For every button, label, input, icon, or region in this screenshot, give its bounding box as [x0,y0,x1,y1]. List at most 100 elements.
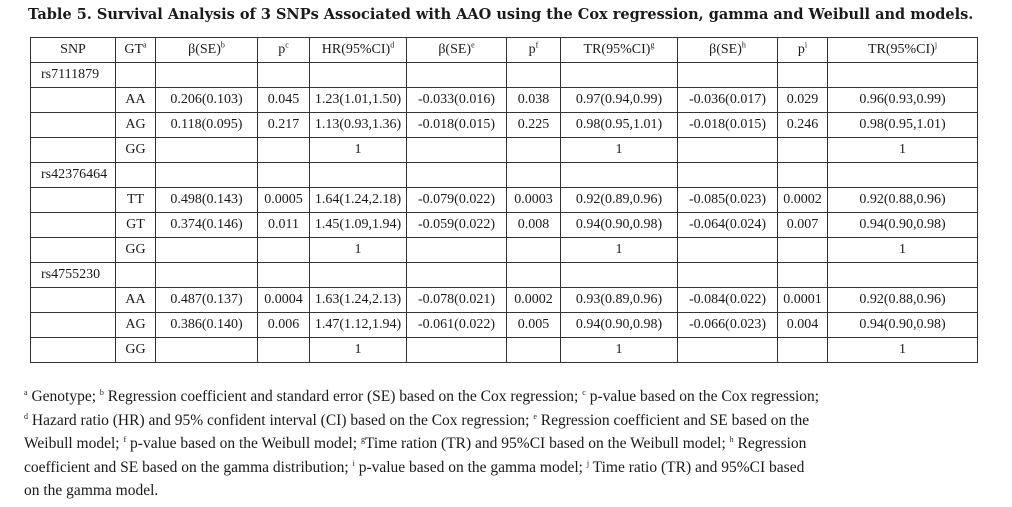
footnote-marker: d [390,40,395,50]
table-cell [677,137,778,163]
table-cell: 0.93(0.89,0.96) [560,287,678,313]
table-cell: 0.217 [257,112,310,138]
footnote-text: Genotype; [27,388,100,405]
footnote-line: Weibull model; f p-value based on the We… [24,432,990,456]
empty-cell [115,62,156,88]
table-cell: -0.018(0.015) [677,112,778,138]
table-cell: 1.45(1.09,1.94) [309,212,407,238]
empty-cell [155,62,258,88]
empty-cell [506,162,561,188]
column-header-label: TR(95%CI) [867,42,935,57]
genotype-cell: GG [115,137,156,163]
table-cell: 0.94(0.90,0.98) [827,212,978,238]
table-cell: 0.498(0.143) [155,187,258,213]
empty-cell [30,337,116,363]
table-cell: 1 [309,137,407,163]
table-cell [406,137,507,163]
table-cell: -0.061(0.022) [406,312,507,338]
empty-cell [30,112,116,138]
table-cell [777,137,828,163]
footnote-text: Time ration (TR) and 95%CI based on the … [364,435,730,452]
footnote-marker: a [143,40,147,50]
column-header-label: TR(95%CI) [583,42,651,57]
footnote-marker: h [741,40,746,50]
empty-cell [30,187,116,213]
empty-cell [257,262,310,288]
empty-cell [257,162,310,188]
table-cell: 0.94(0.90,0.98) [827,312,978,338]
snp-label: rs42376464 [30,162,116,188]
table-cell: 0.92(0.88,0.96) [827,187,978,213]
table-row: GG 1 1 1 [30,337,978,363]
footnote-marker: f [123,434,127,444]
empty-cell [827,162,978,188]
table-cell: 0.0004 [257,287,310,313]
empty-cell [406,62,507,88]
footnote-text: coefficient and SE based on the gamma di… [24,458,353,476]
table-cell: 1 [560,237,678,263]
table-cell: 0.92(0.88,0.96) [827,287,978,313]
empty-cell [406,262,507,288]
footnote-text: Regression coefficient and SE based on t… [536,411,810,429]
table-cell: -0.078(0.021) [406,287,507,313]
footnote-line: coefficient and SE based on the gamma di… [24,456,990,480]
column-header-label: β(SE) [188,42,221,57]
footnote-line: on the gamma model. [24,479,990,503]
empty-cell [30,237,116,263]
table-cell: 1 [560,137,678,163]
genotype-cell: GG [115,337,156,363]
footnote-text: Regression coefficient and standard erro… [103,388,583,405]
footnote-marker: f [535,40,539,50]
table-cell: -0.059(0.022) [406,212,507,238]
column-header: β(SE)e [406,37,507,63]
footnote-text: Time ratio (TR) and 95%CI based [589,458,805,476]
table-cell: 0.004 [777,312,828,338]
empty-cell [506,62,561,88]
genotype-cell: TT [115,187,156,213]
empty-cell [115,162,156,188]
table-row: AG 0.386(0.140) 0.006 1.47(1.12,1.94) -0.061… [30,312,978,338]
column-header-label: β(SE) [709,42,742,57]
footnote-text: on the gamma model. [24,482,159,499]
table-cell: 0.0005 [257,187,310,213]
column-header-label: HR(95%CI) [321,42,391,57]
empty-cell [777,162,828,188]
empty-cell [677,62,778,88]
table-cell: 0.98(0.95,1.01) [560,112,678,138]
table-cell: -0.033(0.016) [406,87,507,113]
column-header: β(SE)b [155,37,258,63]
empty-cell [30,312,116,338]
column-header-label: β(SE) [438,42,472,57]
table-cell: 0.94(0.90,0.98) [560,312,678,338]
genotype-cell: GT [115,212,156,238]
table-cell: 1 [827,337,978,363]
table-cell: 0.92(0.89,0.96) [560,187,678,213]
table-cell: 0.386(0.140) [155,312,258,338]
footnote-text: p-value based on the Cox regression; [585,388,820,405]
empty-cell [677,162,778,188]
table-cell: 1 [827,137,978,163]
genotype-cell: AG [115,312,156,338]
empty-cell [155,262,258,288]
snp-group-row: rs4755230 [30,262,978,288]
empty-cell [155,162,258,188]
empty-cell [777,62,828,88]
footnote-marker: g [650,40,655,50]
empty-cell [257,62,310,88]
table-cell: 1 [309,337,407,363]
column-header-label: SNP [60,42,86,57]
table-cell [777,337,828,363]
footnote-text: Regression [733,435,807,452]
column-header: TR(95%CI)g [560,37,678,63]
table-cell [677,337,778,363]
table-cell [777,237,828,263]
column-header-label: p [797,42,805,57]
column-header: HR(95%CI)d [309,37,407,63]
snp-label: rs4755230 [30,262,116,288]
table-cell: 0.0003 [506,187,561,213]
column-header: TR(95%CI)j [827,37,978,63]
footnotes: a Genotype; b Regression coefficient and… [24,385,990,503]
table-cell: 0.118(0.095) [155,112,258,138]
footnote-line: a Genotype; b Regression coefficient and… [24,385,990,409]
empty-cell [309,62,407,88]
